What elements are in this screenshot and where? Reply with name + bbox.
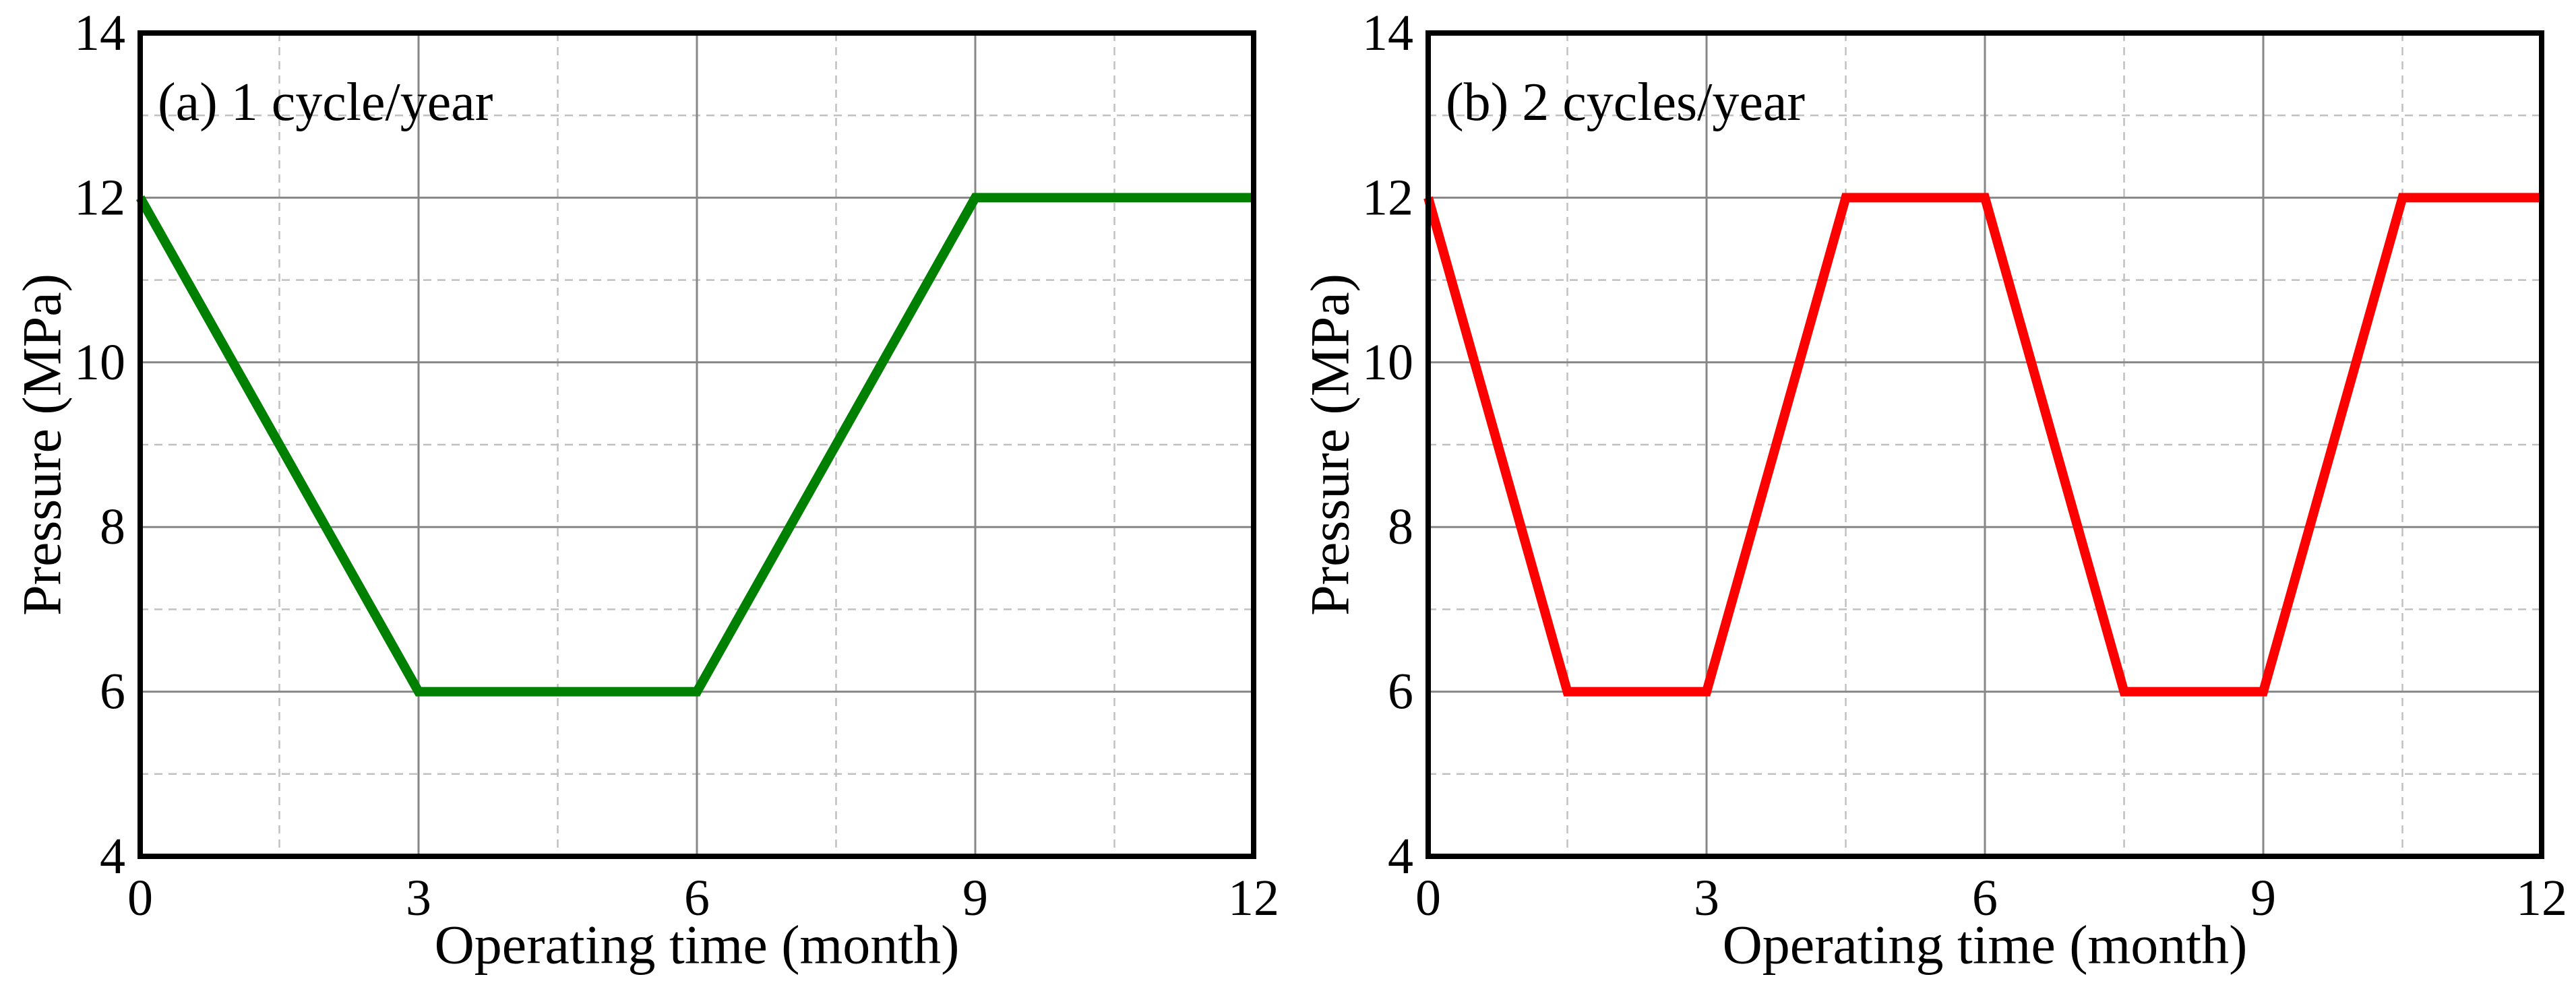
- y-tick-label: 10: [74, 334, 125, 391]
- x-tick-label: 12: [2516, 870, 2567, 926]
- x-tick-label: 9: [962, 870, 988, 926]
- x-tick-label: 0: [127, 870, 153, 926]
- panel-title: (b) 2 cycles/year: [1446, 73, 1805, 132]
- x-tick-label: 3: [1694, 870, 1719, 926]
- axes-box: [1425, 30, 2544, 859]
- panel-b-chart: 4 6 8 10 12 14 0 3 6 9 12 Operating time (month) Pre…: [1299, 5, 2568, 976]
- y-tick-label: 12: [1362, 169, 1413, 226]
- y-tick-label: 8: [100, 499, 125, 555]
- x-tick-label: 6: [684, 870, 710, 926]
- axes-box: [137, 30, 1256, 859]
- y-tick-label: 6: [100, 664, 125, 720]
- x-tick-label: 0: [1415, 870, 1441, 926]
- x-tick-label: 9: [2250, 870, 2276, 926]
- y-tick-label: 4: [1388, 828, 1413, 885]
- y-tick-label: 14: [1362, 5, 1413, 61]
- y-tick-label: 6: [1388, 664, 1413, 720]
- y-tick-label: 14: [74, 5, 125, 61]
- x-axis-label: Operating time (month): [1723, 914, 2248, 976]
- y-tick-label: 8: [1388, 499, 1413, 555]
- x-tick-label: 12: [1228, 870, 1279, 926]
- x-axis-label: Operating time (month): [435, 914, 960, 976]
- panel-a-chart: 4 6 8 10 12 14 0 3 6 9 12 Operating time (month) Pre…: [11, 5, 1280, 976]
- panel-title: (a) 1 cycle/year: [158, 73, 493, 132]
- x-tick-label: 6: [1972, 870, 1998, 926]
- x-tick-label: 3: [406, 870, 431, 926]
- y-tick-label: 12: [74, 169, 125, 226]
- y-axis-label: Pressure (MPa): [1299, 274, 1361, 616]
- series-line-pressure-1-cycle-per-year: [135, 193, 1254, 697]
- y-tick-label: 4: [100, 828, 125, 885]
- series-line-pressure-2-cycles-per-year: [1423, 193, 2542, 697]
- y-tick-label: 10: [1362, 334, 1413, 391]
- y-axis-label: Pressure (MPa): [11, 274, 73, 616]
